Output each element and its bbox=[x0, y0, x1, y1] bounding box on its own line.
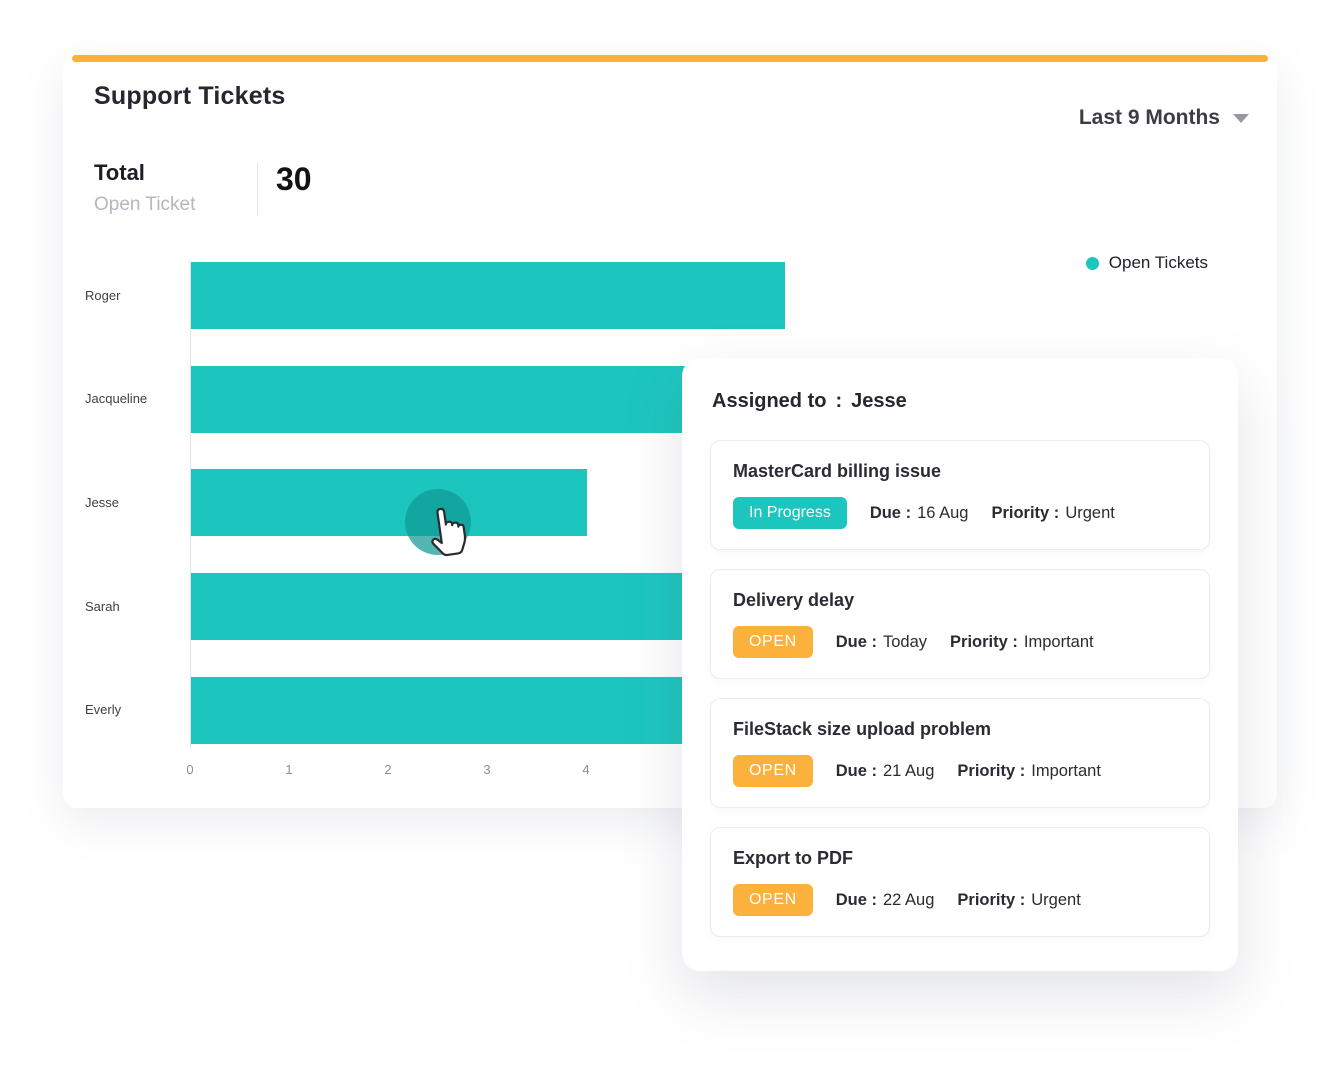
ticket-card[interactable]: Delivery delay OPEN Due : Today Priority … bbox=[710, 569, 1210, 679]
page-title: Support Tickets bbox=[94, 82, 286, 110]
card-accent-bar bbox=[72, 55, 1268, 62]
ticket-title: Delivery delay bbox=[733, 590, 855, 610]
total-sublabel: Open Ticket bbox=[94, 194, 196, 215]
status-badge: OPEN bbox=[733, 755, 813, 787]
status-badge: OPEN bbox=[733, 626, 813, 658]
priority: Priority : Important bbox=[950, 633, 1094, 652]
ticket-meta-row: OPEN Due : Today Priority : Important bbox=[733, 626, 1187, 658]
category-label-jesse: Jesse bbox=[85, 494, 119, 510]
priority-value: Urgent bbox=[1031, 890, 1081, 909]
tooltip-title: Assigned to : Jesse bbox=[712, 390, 1208, 413]
legend-label: Open Tickets bbox=[1108, 253, 1208, 272]
assigned-colon: : bbox=[835, 390, 843, 412]
due-value: 21 Aug bbox=[883, 761, 935, 780]
ticket-title: FileStack size upload problem bbox=[733, 719, 992, 739]
due-label: Due : bbox=[835, 761, 877, 780]
assigned-label: Assigned to bbox=[712, 390, 827, 412]
ticket-list: MasterCard billing issue In Progress Due… bbox=[710, 440, 1210, 937]
category-label-everly: Everly bbox=[85, 702, 122, 718]
total-label: Total bbox=[94, 160, 145, 185]
priority-label: Priority : bbox=[957, 890, 1026, 909]
ticket-meta-row: OPEN Due : 22 Aug Priority : Urgent bbox=[733, 884, 1187, 916]
ticket-title: MasterCard billing issue bbox=[733, 461, 942, 481]
ticket-card[interactable]: Export to PDF OPEN Due : 22 Aug Priority … bbox=[710, 827, 1210, 937]
priority: Priority : Urgent bbox=[957, 891, 1080, 910]
priority-value: Urgent bbox=[1065, 503, 1115, 522]
due-date: Due : Today bbox=[836, 633, 927, 652]
due-value: 22 Aug bbox=[883, 890, 935, 909]
category-label-jacqueline: Jacqueline bbox=[85, 391, 148, 407]
ticket-card[interactable]: FileStack size upload problem OPEN Due :… bbox=[710, 698, 1210, 808]
divider bbox=[257, 163, 258, 215]
hand-cursor-icon bbox=[431, 507, 467, 557]
priority-value: Important bbox=[1031, 761, 1101, 780]
x-tick-label: 0 bbox=[186, 762, 194, 777]
x-axis: 0 1 2 3 4 bbox=[186, 762, 1210, 782]
due-date: Due : 22 Aug bbox=[836, 891, 935, 910]
chevron-down-icon bbox=[1233, 113, 1249, 123]
due-label: Due : bbox=[835, 890, 877, 909]
period-label: Last 9 Months bbox=[1078, 106, 1220, 129]
assigned-value: Jesse bbox=[851, 390, 907, 412]
status-badge: In Progress bbox=[733, 497, 847, 529]
category-label-roger: Roger bbox=[85, 287, 121, 303]
due-date: Due : 21 Aug bbox=[836, 762, 935, 781]
legend-item-open-tickets[interactable]: Open Tickets bbox=[1085, 253, 1208, 273]
x-tick-label: 2 bbox=[384, 762, 392, 777]
chart-tooltip: Assigned to : Jesse MasterCard billing i… bbox=[682, 358, 1238, 971]
bar-jesse[interactable] bbox=[191, 469, 587, 537]
total-value: 30 bbox=[276, 161, 312, 197]
y-axis-labels: Roger Jacqueline Jesse Sarah Everly bbox=[85, 262, 187, 749]
status-badge: OPEN bbox=[733, 884, 813, 916]
priority: Priority : Important bbox=[957, 762, 1101, 781]
due-label: Due : bbox=[835, 632, 877, 651]
category-label-sarah: Sarah bbox=[85, 598, 120, 614]
priority: Priority : Urgent bbox=[991, 504, 1114, 523]
ticket-title: Export to PDF bbox=[733, 848, 853, 868]
due-value: Today bbox=[883, 632, 928, 651]
period-dropdown[interactable]: Last 9 Months bbox=[1079, 106, 1249, 130]
due-value: 16 Aug bbox=[917, 503, 969, 522]
priority-label: Priority : bbox=[957, 761, 1026, 780]
x-tick-label: 1 bbox=[285, 762, 293, 777]
priority-label: Priority : bbox=[991, 503, 1060, 522]
ticket-card[interactable]: MasterCard billing issue In Progress Due… bbox=[710, 440, 1210, 550]
bar-roger[interactable] bbox=[191, 262, 785, 329]
legend-dot-icon bbox=[1085, 256, 1099, 270]
priority-label: Priority : bbox=[950, 632, 1018, 651]
due-date: Due : 16 Aug bbox=[870, 504, 969, 523]
priority-value: Important bbox=[1023, 632, 1094, 651]
due-label: Due : bbox=[869, 503, 912, 522]
ticket-meta-row: In Progress Due : 16 Aug Priority : Urgent bbox=[733, 497, 1187, 529]
x-tick-label: 3 bbox=[483, 762, 491, 777]
x-tick-label: 4 bbox=[582, 762, 590, 777]
ticket-meta-row: OPEN Due : 21 Aug Priority : Important bbox=[733, 755, 1187, 787]
